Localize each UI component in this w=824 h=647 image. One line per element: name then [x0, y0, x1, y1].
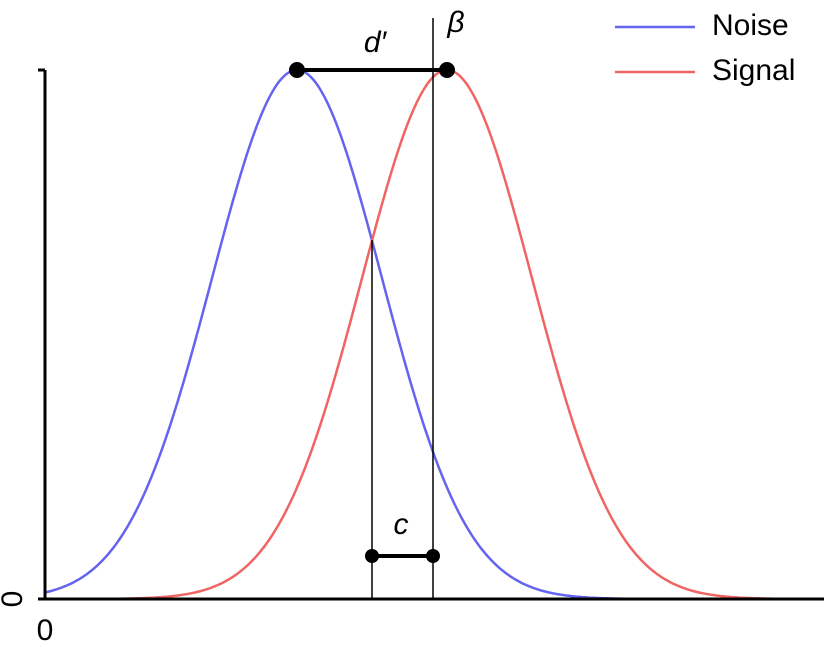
- x-origin-label: 0: [37, 614, 54, 647]
- d-prime-dot: [439, 62, 455, 78]
- legend: Noise Signal: [615, 9, 795, 87]
- c-dot: [365, 549, 379, 563]
- distribution-curve: [45, 68, 823, 601]
- y-origin-label: 0: [0, 591, 29, 608]
- d-prime-dot: [289, 62, 305, 78]
- d-prime-label: d′: [364, 26, 388, 59]
- c-label: c: [394, 508, 409, 541]
- beta-label: β: [446, 6, 464, 39]
- distribution-curve: [44, 68, 823, 601]
- curves: [44, 68, 823, 601]
- legend-label: Signal: [712, 54, 795, 87]
- c-dot: [426, 549, 440, 563]
- legend-label: Noise: [712, 9, 789, 42]
